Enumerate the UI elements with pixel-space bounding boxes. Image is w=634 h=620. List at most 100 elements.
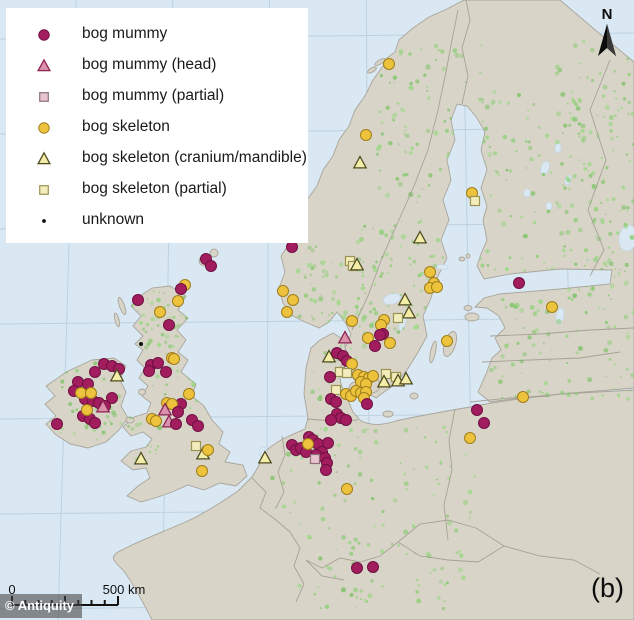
mp-marker-icon (39, 91, 49, 102)
map-marker-s (517, 391, 529, 403)
legend-item-label: bog skeleton (82, 117, 170, 135)
m-marker-icon (38, 28, 50, 41)
map-marker-m (286, 241, 298, 253)
legend-item-label: bog mummy (partial) (82, 86, 225, 104)
legend-item-label: bog skeleton (partial) (82, 179, 227, 197)
map-marker-s (546, 301, 558, 313)
north-arrow: N (592, 6, 622, 64)
map-marker-sc (352, 155, 368, 169)
map-marker-m (192, 420, 204, 432)
legend-item-label: bog skeleton (cranium/mandible) (82, 148, 307, 166)
legend-item: bog skeleton (cranium/mandible) (14, 142, 307, 173)
map-marker-m (351, 562, 363, 574)
map-marker-m (361, 398, 373, 410)
map-marker-s (346, 358, 358, 370)
map-marker-m (106, 392, 118, 404)
map-marker-m (89, 417, 101, 429)
map-marker-m (132, 294, 144, 306)
panel-label: (b) (591, 573, 624, 603)
map-marker-m (330, 396, 342, 408)
map-marker-sp (392, 312, 404, 324)
map-marker-s (360, 129, 372, 141)
sc-marker-icon (37, 150, 51, 164)
legend-item: bog mummy (partial) (14, 80, 300, 111)
map-marker-m (160, 366, 172, 378)
map-marker-s (154, 306, 166, 318)
map-marker-s (166, 398, 178, 410)
map-marker-m (320, 464, 332, 476)
map-marker-sp (341, 367, 353, 379)
lakes (258, 142, 634, 458)
map-marker-sp (469, 195, 481, 207)
map-marker-m (89, 366, 101, 378)
map-marker-u (139, 342, 143, 346)
scale-distance-label: 500 km (103, 582, 146, 597)
map-marker-sc (401, 305, 417, 319)
legend-item: bog mummy (head) (14, 49, 300, 80)
u-marker-icon (42, 218, 46, 223)
map-marker-m (374, 329, 386, 341)
map-marker-m (172, 406, 184, 418)
map-marker-mh (95, 399, 111, 413)
map-marker-m (369, 340, 381, 352)
map-marker-s (424, 266, 436, 278)
map-marker-m (152, 357, 164, 369)
site-markers (51, 58, 558, 574)
map-marker-s (464, 432, 476, 444)
map-marker-s (431, 281, 443, 293)
map-marker-s (302, 438, 314, 450)
landmass (44, 0, 634, 620)
map-marker-s (172, 295, 184, 307)
map-marker-m (322, 437, 334, 449)
legend-item: bog skeleton (partial) (14, 173, 300, 204)
map-marker-s (168, 353, 180, 365)
map-marker-m (325, 414, 337, 426)
map-marker-m (513, 277, 525, 289)
country-borders (251, 0, 634, 603)
map-marker-s (346, 315, 358, 327)
map-marker-s (183, 388, 195, 400)
map-marker-s (202, 444, 214, 456)
legend-item-label: bog mummy (82, 24, 168, 42)
map-marker-mh (157, 402, 173, 416)
north-label: N (601, 6, 613, 23)
map-marker-m (51, 418, 63, 430)
legend-item-label: unknown (82, 210, 145, 228)
map-marker-s (441, 335, 453, 347)
map-marker-m (205, 260, 217, 272)
map-marker-s (75, 387, 87, 399)
map-marker-s (341, 483, 353, 495)
map-marker-m (340, 414, 352, 426)
map-marker-m (143, 365, 155, 377)
map-marker-sc (398, 371, 414, 385)
map-marker-s (383, 58, 395, 70)
map-marker-sc (397, 292, 413, 306)
map-marker-m (175, 283, 187, 295)
map-marker-s (362, 332, 374, 344)
map-marker-m (324, 371, 336, 383)
map-marker-sc (412, 230, 428, 244)
map-marker-mh (337, 330, 353, 344)
map-marker-s (367, 370, 379, 382)
mh-marker-icon (37, 57, 51, 71)
map-marker-m (367, 561, 379, 573)
map-marker-s (150, 415, 162, 427)
legend: bog mummy bog mummy (head) bog mummy (part… (6, 8, 308, 243)
map-marker-s (287, 294, 299, 306)
watermark-antiquity: © Antiquity (0, 594, 83, 618)
map-marker-sc (133, 451, 149, 465)
map-marker-sc (349, 257, 365, 271)
sp-marker-icon (39, 184, 49, 195)
legend-item-label: bog mummy (head) (82, 55, 217, 73)
map-marker-m (471, 404, 483, 416)
map-marker-sc (376, 374, 392, 388)
map-marker-m (170, 418, 182, 430)
map-marker-sp (330, 384, 342, 396)
map-marker-s (196, 465, 208, 477)
map-marker-s (81, 404, 93, 416)
map-marker-sp (190, 440, 202, 452)
map-marker-sc (109, 368, 125, 382)
legend-item: bog skeleton (14, 111, 300, 142)
